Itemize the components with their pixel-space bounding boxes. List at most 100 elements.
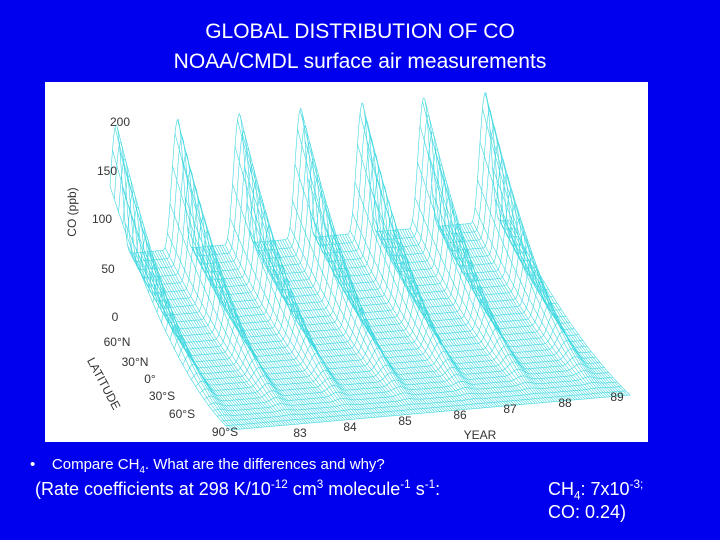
mesh-line [342, 234, 463, 410]
mesh-line [507, 220, 628, 396]
bullet: • Compare CH4. What are the differences … [30, 456, 385, 476]
mesh-line [189, 244, 311, 424]
mesh-line [269, 240, 391, 417]
year-tick-label: 86 [453, 408, 467, 422]
mesh-line [119, 151, 241, 430]
mesh-line [217, 245, 338, 421]
mesh-line [137, 252, 258, 428]
year-tick-label: 83 [293, 426, 307, 440]
mesh-line [489, 129, 611, 398]
y-tick-label: 200 [110, 115, 130, 129]
mesh-line [352, 213, 473, 410]
mesh-line [254, 242, 376, 418]
latitude-tick-label: 90°S [212, 425, 238, 439]
mesh-line [192, 247, 313, 424]
note-text: : 7x10 [580, 479, 630, 499]
mesh-line [194, 247, 316, 423]
mesh-line [419, 125, 541, 404]
mesh-line [212, 245, 333, 422]
latitude-tick-label: 60°N [104, 335, 131, 349]
latitude-tick-label: 30°N [122, 355, 149, 369]
mesh-line [112, 149, 233, 431]
mesh-line [359, 113, 481, 409]
mesh-line [167, 233, 288, 426]
mesh-line [277, 240, 398, 416]
y-axis-label: CO (ppb) [65, 187, 79, 236]
mesh-line [229, 217, 351, 420]
mesh-line [249, 230, 371, 419]
mesh-line [264, 241, 386, 417]
mesh-line [109, 186, 231, 431]
mesh-line [262, 241, 383, 417]
mesh-line [169, 203, 291, 426]
mesh-line [324, 236, 446, 412]
rate-text: -1 [400, 478, 411, 491]
mesh-line [259, 241, 381, 418]
mesh-line [149, 251, 271, 427]
mesh-line [444, 225, 566, 401]
mesh-line [357, 144, 478, 409]
year-tick-label: 88 [558, 396, 572, 410]
mesh-line [474, 207, 596, 399]
mesh-line [154, 250, 276, 427]
mesh-line [204, 246, 326, 422]
mesh-line [207, 246, 328, 422]
mesh-line [132, 252, 253, 429]
mesh-line [294, 164, 416, 415]
mesh-line [339, 234, 461, 411]
mesh-line [399, 229, 521, 405]
mesh-line [499, 220, 621, 397]
mesh-line [292, 200, 413, 415]
mesh-line [317, 236, 438, 413]
note-text: CH [548, 479, 574, 499]
latitude-tick-label: 30°S [149, 389, 175, 403]
y-tick-label: 100 [92, 212, 112, 226]
mesh-line [172, 166, 293, 425]
mesh-line [209, 246, 331, 422]
mesh-line [247, 204, 368, 419]
bullet-text: . What are the differences and why? [144, 456, 385, 473]
mesh-line [387, 230, 508, 406]
mesh-line [322, 236, 443, 412]
mesh-line [407, 228, 528, 405]
mesh-line [509, 219, 631, 396]
bullet-text: Compare CH [51, 456, 140, 473]
mesh-line [309, 210, 431, 413]
mesh-line [142, 252, 263, 428]
mesh-line [349, 230, 471, 410]
values-note: CH4: 7x10-3; [548, 478, 643, 503]
y-tick-label: 50 [101, 262, 115, 276]
mesh-line [504, 220, 626, 396]
year-axis-label: YEAR [464, 428, 497, 442]
mesh-line [389, 230, 511, 406]
mesh-line [242, 133, 363, 419]
mesh-line [402, 229, 523, 405]
mesh-line [464, 223, 586, 400]
mesh-line [459, 224, 581, 400]
mesh-line [197, 247, 318, 423]
surface-mesh [109, 92, 631, 431]
mesh-line [184, 196, 306, 424]
year-tick-label: 89 [610, 390, 624, 404]
mesh-line [422, 101, 543, 403]
mesh-line [157, 250, 278, 427]
mesh-line [284, 239, 406, 415]
mesh-line [232, 184, 353, 420]
year-tick-label: 87 [503, 402, 517, 416]
mesh-line [199, 246, 321, 423]
mesh-line [334, 235, 456, 411]
mesh-line [152, 251, 273, 427]
mesh-line [452, 224, 573, 401]
figure: CO (ppb) 200 150 100 50 0 LATITUDE 60°N … [45, 82, 648, 442]
rate-line: (Rate coefficients at 298 K/10-12 cm3 mo… [35, 478, 440, 500]
mesh-line [479, 141, 601, 398]
mesh-line [297, 128, 418, 414]
mesh-line [384, 230, 506, 407]
mesh-line [469, 223, 591, 399]
mesh-line [477, 179, 598, 399]
mesh-line [434, 216, 556, 402]
note-text: 4 [574, 489, 581, 503]
rate-text: 3 [316, 478, 324, 491]
rate-text: s [410, 479, 425, 499]
mesh-line [257, 241, 378, 418]
